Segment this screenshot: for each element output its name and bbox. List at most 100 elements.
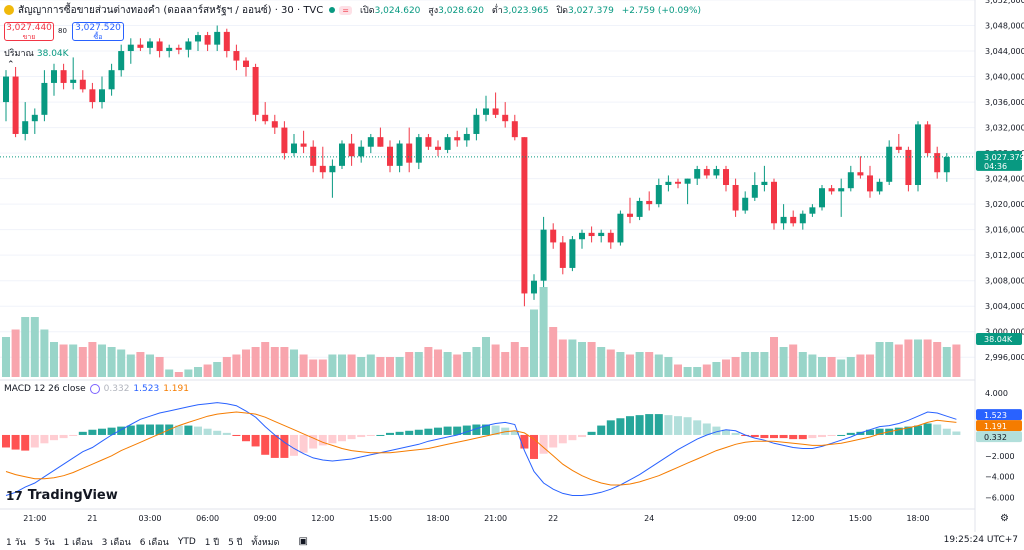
macd-hist-bar xyxy=(453,426,462,435)
macd-hist-bar xyxy=(482,424,490,435)
clock-timezone[interactable]: 19:25:24 UTC+7 xyxy=(943,535,1018,545)
time-tick-label: 06:00 xyxy=(196,514,219,523)
candle-body xyxy=(329,165,336,173)
volume-bar xyxy=(722,359,730,377)
macd-hist-bar xyxy=(434,427,442,435)
candle-body xyxy=(12,76,19,134)
range-5d-button[interactable]: 5 วัน xyxy=(34,537,55,548)
candle-body xyxy=(607,232,614,243)
macd-hist-bar xyxy=(21,434,30,451)
macd-hist-bar xyxy=(98,428,106,435)
volume-bar xyxy=(731,357,740,377)
range-6m-button[interactable]: 6 เดือน xyxy=(139,537,169,548)
compare-flag[interactable]: = xyxy=(339,5,352,15)
macd-hist-bar xyxy=(904,426,913,435)
macd-legend[interactable]: MACD 12 26 close 0.332 1.523 1.191 xyxy=(4,384,189,394)
range-ytd-button[interactable]: YTD xyxy=(177,536,196,547)
price-axis[interactable]: 3,052,000 3,048,000 3,044,000 3,040,000 3,03… xyxy=(985,0,1024,362)
macd-hist-bar xyxy=(11,434,20,450)
candle-body xyxy=(415,137,422,163)
volume-bar xyxy=(88,342,97,377)
candle-body xyxy=(118,51,125,71)
volume-bar xyxy=(395,357,404,377)
volume-bar xyxy=(165,369,174,377)
volume-bar xyxy=(904,339,913,377)
goto-date-calendar-icon[interactable]: ▣ xyxy=(298,536,308,547)
volume-bar xyxy=(856,354,865,377)
candle-body xyxy=(300,143,307,147)
gridlines xyxy=(0,0,975,358)
volume-bar xyxy=(30,317,39,377)
volume-bar xyxy=(482,337,490,377)
volume-bar xyxy=(770,337,778,377)
candle-body xyxy=(655,185,662,205)
volume-bar xyxy=(251,347,260,377)
macd-hist-bar xyxy=(78,431,87,435)
candle-body xyxy=(876,181,883,192)
candle-body xyxy=(195,35,201,42)
tradingview-logo[interactable]: 17 TradingView xyxy=(6,488,118,503)
volume-bar xyxy=(270,347,279,377)
price-tick-label: 3,012,000 xyxy=(985,251,1024,260)
volume-bar xyxy=(635,352,644,377)
volume-bar xyxy=(117,349,126,377)
volume-legend[interactable]: ปริมาณ 38.04K xyxy=(4,46,69,60)
candle-body xyxy=(713,169,720,176)
axis-settings-gear-icon[interactable]: ⚙ xyxy=(1000,513,1009,524)
volume-bar xyxy=(530,309,538,377)
time-tick-label: 03:00 xyxy=(138,514,161,523)
current-price-badge-bg xyxy=(976,150,1022,171)
macd-legend-signal: 1.191 xyxy=(163,384,189,394)
range-all-button[interactable]: ทั้งหมด xyxy=(251,537,280,548)
volume-bar xyxy=(798,352,807,377)
range-1y-button[interactable]: 1 ปี xyxy=(204,537,220,548)
macd-hist-bar xyxy=(635,415,644,435)
candle-body xyxy=(502,114,509,122)
sell-button[interactable]: 3,027.440 ขาย xyxy=(4,22,54,41)
volume-bar xyxy=(568,339,577,377)
candle-body xyxy=(108,70,115,90)
macd-hist-bar xyxy=(405,430,414,435)
collapse-legend-chevron-up-icon[interactable]: ⌃ xyxy=(7,60,15,70)
candle-body xyxy=(761,181,768,185)
range-5y-button[interactable]: 5 ปี xyxy=(228,537,243,548)
volume-bar xyxy=(808,354,817,377)
buy-button[interactable]: 3,027.520 ซื้อ xyxy=(72,22,124,41)
range-1m-button[interactable]: 1 เดือน xyxy=(63,537,93,548)
price-tick-label: 3,024,000 xyxy=(985,175,1024,184)
candle-body xyxy=(723,169,729,185)
candle-body xyxy=(319,165,326,173)
volume-bar xyxy=(750,352,759,377)
volume-bar xyxy=(213,362,222,377)
price-tick-label: 3,008,000 xyxy=(985,277,1024,286)
range-3m-button[interactable]: 3 เดือน xyxy=(101,537,131,548)
candle-body xyxy=(99,89,105,103)
volume-bar xyxy=(789,344,798,377)
macd-hist-bar xyxy=(251,434,260,447)
candle-body xyxy=(799,213,806,224)
candle-body xyxy=(627,213,633,217)
candle-body xyxy=(473,114,480,134)
candle-body xyxy=(262,114,269,122)
range-1d-button[interactable]: 1 วัน xyxy=(6,537,26,548)
price-tick-label: 3,020,000 xyxy=(985,200,1024,209)
visibility-eye-icon[interactable] xyxy=(89,384,100,394)
macd-hist-bar xyxy=(683,417,692,435)
sell-price: 3,027.440 xyxy=(6,23,52,33)
low-value: 3,023.965 xyxy=(502,6,549,16)
candle-body xyxy=(339,143,345,166)
macd-badge-text: 1.523 xyxy=(984,411,1007,420)
macd-hist-bar xyxy=(174,425,183,435)
symbol-title[interactable]: สัญญาการซื้อขายส่วนต่างทองคำ (ดอลลาร์สหร… xyxy=(18,4,324,16)
candle-body xyxy=(358,146,365,157)
candle-body xyxy=(790,216,797,224)
time-axis[interactable]: 21:00 21 03:00 06:00 09:00 12:00 15:00 18:00 21:… xyxy=(23,514,929,523)
volume-bar xyxy=(107,347,116,377)
price-tick-label: 3,036,000 xyxy=(985,98,1024,107)
macd-hist-bar xyxy=(309,434,318,449)
volume-bar xyxy=(136,352,145,377)
macd-hist-bar xyxy=(827,434,836,436)
volume-badge-text: 38.04K xyxy=(984,335,1013,344)
